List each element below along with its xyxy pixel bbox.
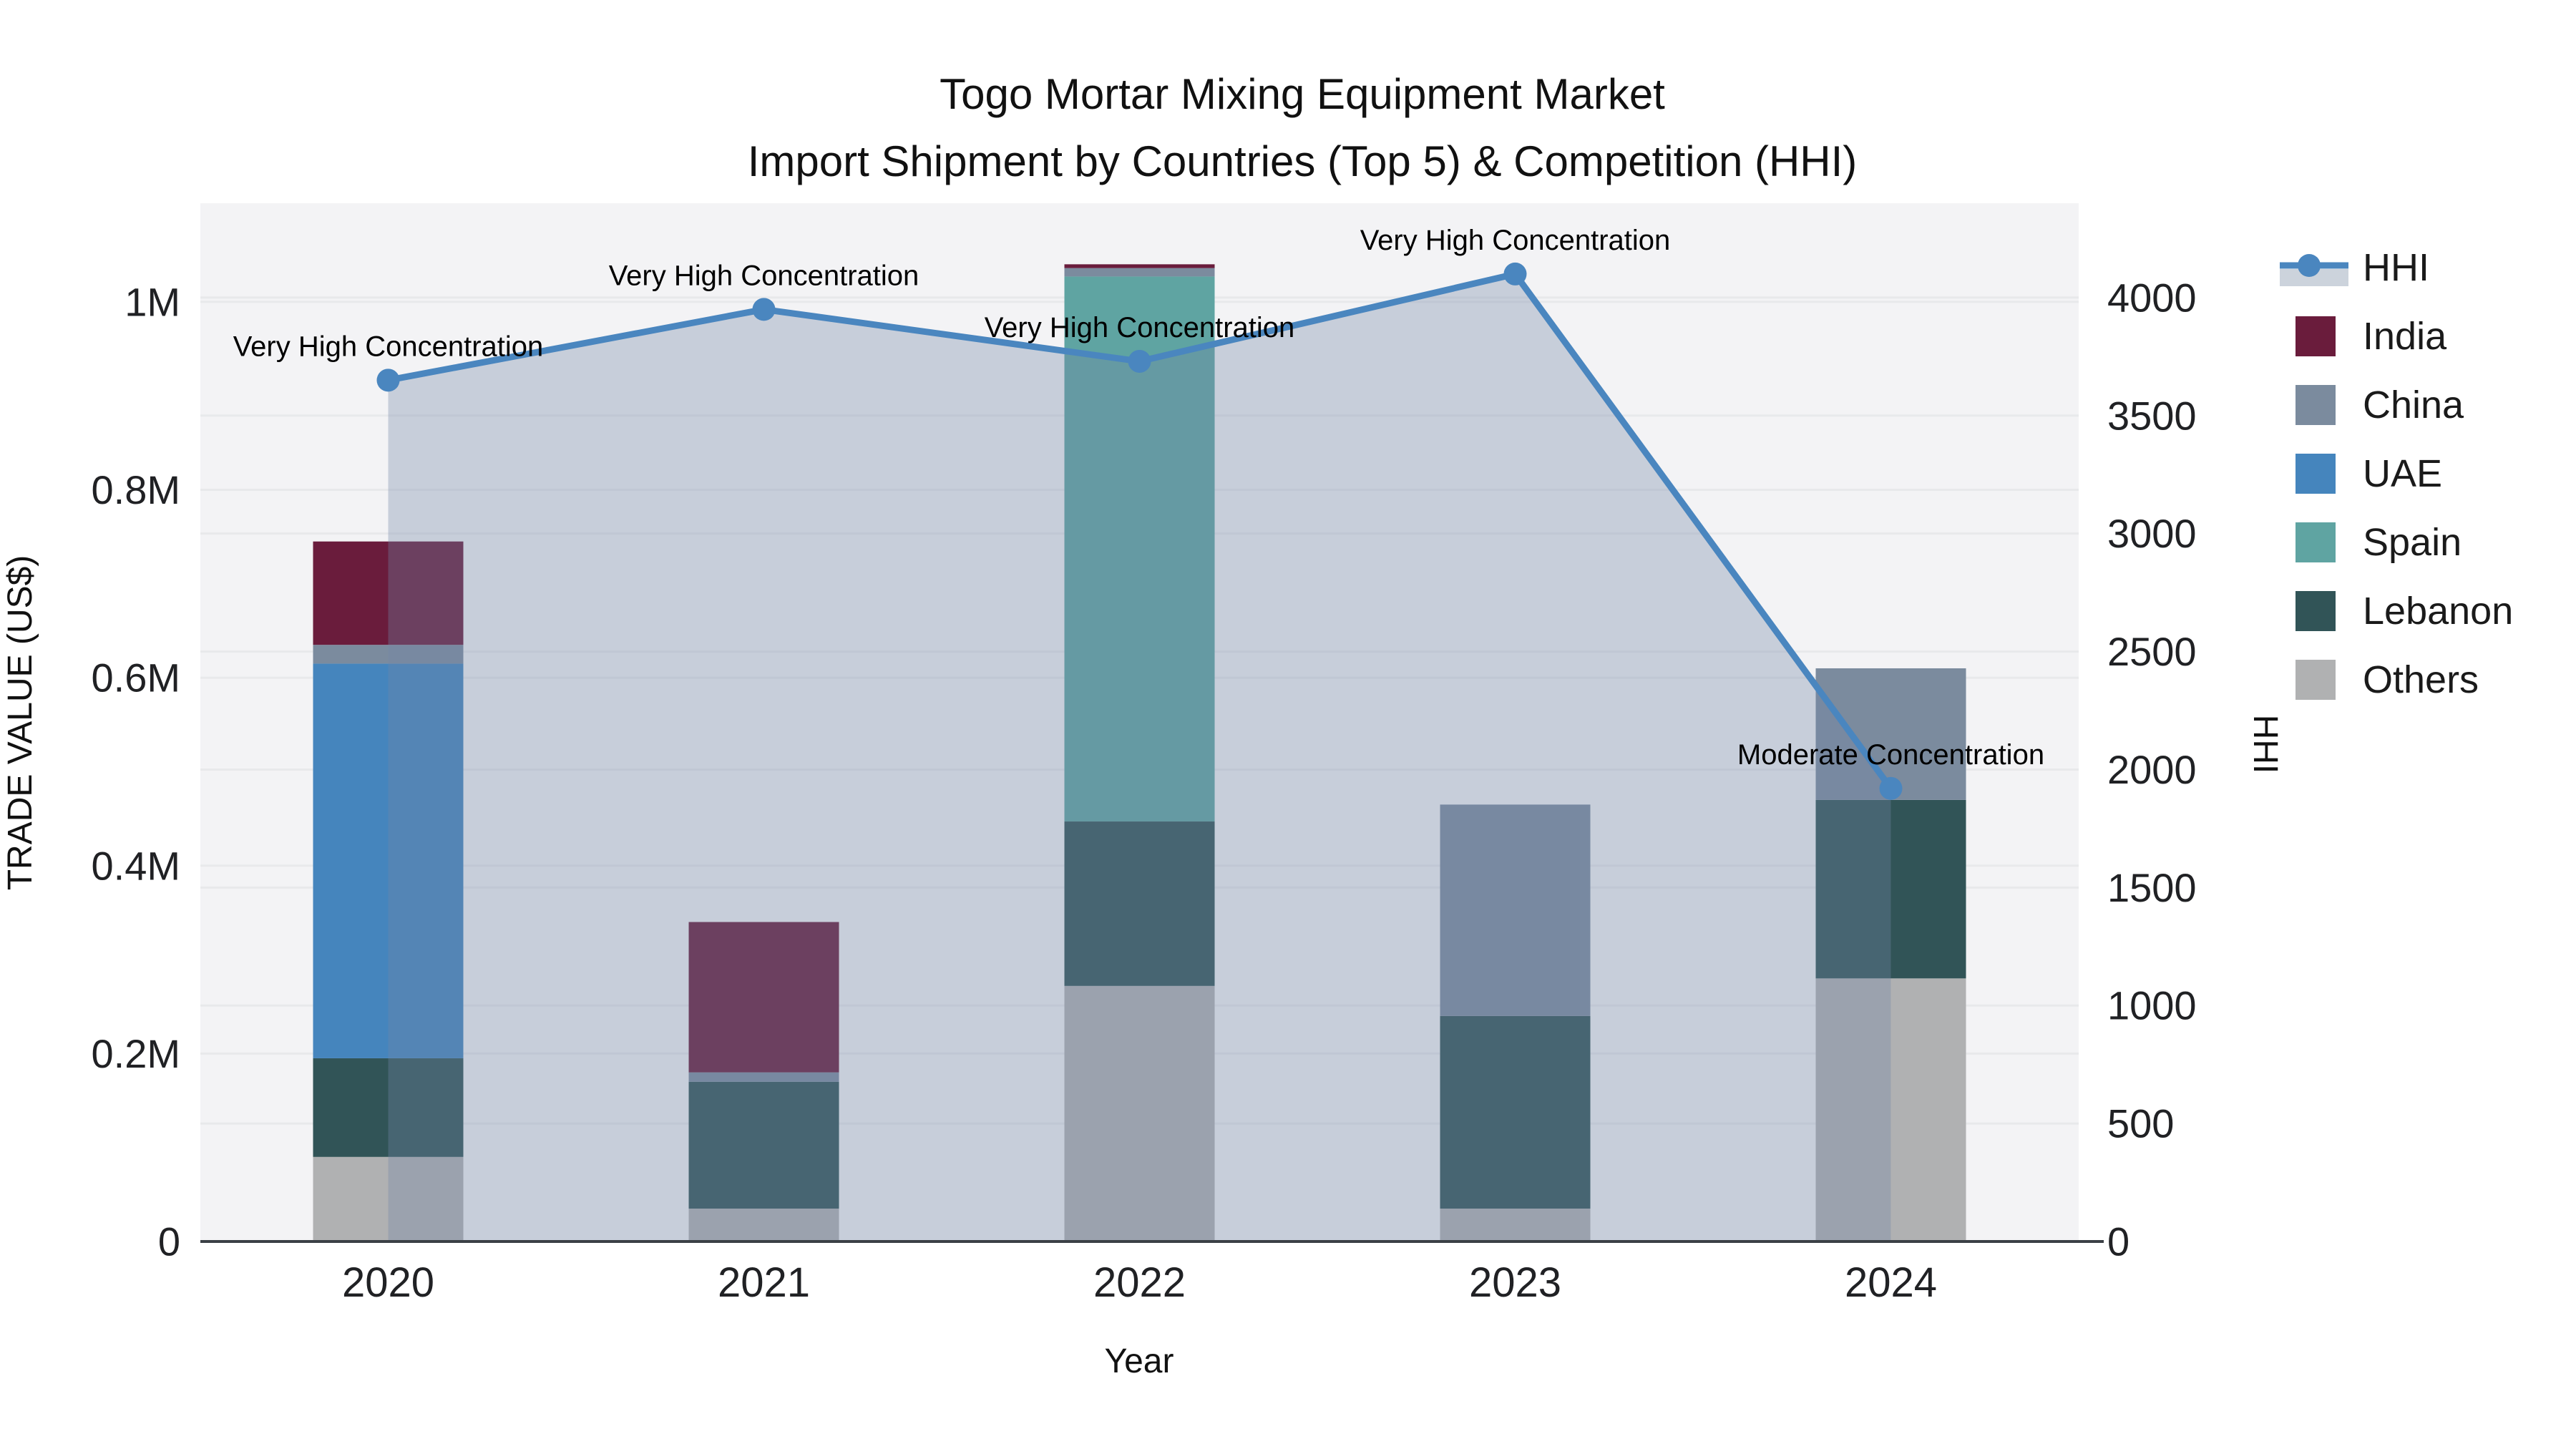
- bar-segment-others-2021: [688, 1209, 839, 1241]
- x-tick-2023: 2023: [1469, 1259, 1561, 1306]
- hhi-marker-2021: [752, 298, 776, 321]
- x-tick-2020: 2020: [342, 1259, 434, 1306]
- y-left-axis-title: TRADE VALUE (US$): [1, 555, 39, 891]
- hhi-markers: [376, 262, 1903, 800]
- annotation-2023: Very High Concentration: [1360, 225, 1671, 256]
- x-axis-title: Year: [1105, 1342, 1174, 1380]
- x-tick-2021: 2021: [718, 1259, 810, 1306]
- bar-segment-china-2023: [1440, 804, 1591, 1016]
- bar-segment-lebanon-2020: [313, 1058, 464, 1157]
- x-tick-2024: 2024: [1845, 1259, 1937, 1306]
- hhi-marker-2024: [1879, 776, 1903, 800]
- y-right-tick: 3500: [2107, 393, 2197, 438]
- chart-title-line1: Togo Mortar Mixing Equipment Market: [940, 70, 1665, 118]
- lebanon-swatch: [2296, 591, 2336, 631]
- legend-item-lebanon[interactable]: Lebanon: [2296, 590, 2513, 633]
- legend-label-china: China: [2363, 384, 2464, 426]
- y-right-tick: 4000: [2107, 275, 2197, 320]
- annotation-2021: Very High Concentration: [609, 260, 919, 291]
- y-left-tick: 1M: [125, 279, 180, 324]
- legend-label-lebanon: Lebanon: [2363, 590, 2513, 633]
- annotation-2020: Very High Concentration: [233, 331, 544, 362]
- legend-item-uae[interactable]: UAE: [2296, 452, 2442, 495]
- bar-segment-lebanon-2023: [1440, 1015, 1591, 1209]
- legend-item-spain[interactable]: Spain: [2296, 521, 2462, 564]
- y-right-tick: 1000: [2107, 983, 2197, 1028]
- legend-item-india[interactable]: India: [2296, 315, 2447, 358]
- y-left-tick: 0.6M: [92, 655, 181, 701]
- hhi-marker-2022: [1128, 349, 1151, 373]
- bar-segment-uae-2020: [313, 663, 464, 1058]
- legend-label-spain: Spain: [2363, 521, 2462, 564]
- bar-segment-china-2022: [1064, 268, 1215, 277]
- bar-segment-lebanon-2021: [688, 1081, 839, 1209]
- y-left-tick: 0.2M: [92, 1031, 181, 1076]
- legend-label-others: Others: [2363, 658, 2479, 701]
- x-tick-2022: 2022: [1093, 1259, 1186, 1306]
- y-right-tick: 500: [2107, 1101, 2174, 1146]
- china-swatch: [2296, 385, 2336, 425]
- spain-swatch: [2296, 522, 2336, 562]
- legend-label-hhi: HHI: [2363, 246, 2429, 289]
- bar-segment-china-2020: [313, 645, 464, 664]
- stacked-bars: [313, 264, 1966, 1241]
- bar-segment-others-2023: [1440, 1209, 1591, 1241]
- bar-segment-lebanon-2024: [1815, 799, 1966, 979]
- y-right-tick: 2500: [2107, 629, 2197, 674]
- y-right-tick: 3000: [2107, 511, 2197, 556]
- y-left-tick: 0.4M: [92, 843, 181, 888]
- y-right-axis-title: HHI: [2246, 715, 2284, 774]
- bar-segment-india-2020: [313, 541, 464, 645]
- bar-segment-others-2024: [1815, 978, 1966, 1241]
- bar-segment-others-2020: [313, 1156, 464, 1241]
- annotation-2022: Very High Concentration: [985, 312, 1295, 343]
- bar-segment-others-2022: [1064, 985, 1215, 1241]
- hhi-marker-2023: [1503, 262, 1527, 286]
- legend-label-india: India: [2363, 315, 2447, 358]
- bar-segment-india-2021: [688, 922, 839, 1073]
- legend-item-hhi[interactable]: HHI: [2280, 246, 2429, 289]
- bar-segment-lebanon-2022: [1064, 821, 1215, 986]
- annotation-2024: Moderate Concentration: [1737, 739, 2044, 771]
- legend-item-china[interactable]: China: [2296, 384, 2464, 426]
- hhi-area-fill: [388, 273, 1891, 1241]
- others-swatch: [2296, 660, 2336, 700]
- y-right-tick: 1500: [2107, 865, 2197, 910]
- y-left-tick: 0: [158, 1219, 180, 1264]
- india-swatch: [2296, 316, 2336, 356]
- chart-title-line2: Import Shipment by Countries (Top 5) & C…: [748, 137, 1858, 185]
- y-left-tick: 0.8M: [92, 467, 181, 512]
- hhi-marker-2020: [376, 369, 400, 392]
- y-right-tick: 2000: [2107, 747, 2197, 792]
- uae-swatch: [2296, 454, 2336, 494]
- bar-segment-india-2022: [1064, 264, 1215, 268]
- legend-item-others[interactable]: Others: [2296, 658, 2479, 701]
- bar-segment-china-2021: [688, 1072, 839, 1082]
- y-right-tick: 0: [2107, 1219, 2129, 1264]
- legend: HHI India China UAE Spain Lebanon Others: [2280, 246, 2513, 701]
- legend-label-uae: UAE: [2363, 452, 2442, 495]
- hhi-marker-swatch: [2298, 254, 2321, 277]
